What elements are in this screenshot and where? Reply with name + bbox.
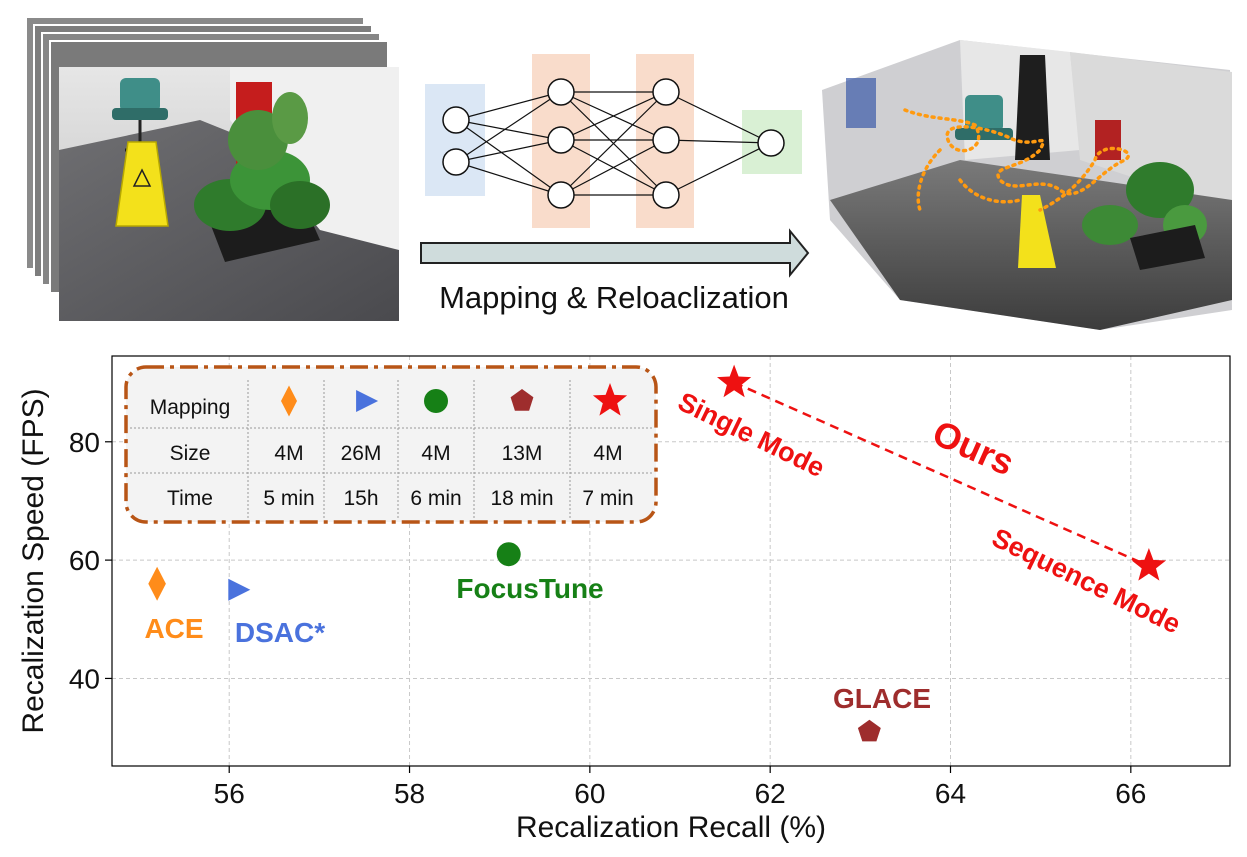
network-edge xyxy=(455,119,562,196)
marker-glace xyxy=(857,719,881,742)
network-edge xyxy=(455,91,562,121)
table-marker-triangle-right xyxy=(356,390,379,412)
y-tick-label: 40 xyxy=(69,663,100,694)
x-axis-ticks: 56 58 60 62 64 66 xyxy=(214,766,1146,809)
network-node xyxy=(547,181,575,209)
time-cell-ours: 7 min xyxy=(582,487,633,510)
y-tick-label: 60 xyxy=(69,545,100,576)
table-grid xyxy=(130,380,652,520)
cloud-plant xyxy=(1082,162,1207,270)
network-node xyxy=(652,181,680,209)
ours-connector-line xyxy=(733,381,1150,568)
time-cell-ace: 5 min xyxy=(263,487,314,510)
label-glace: GLACE xyxy=(833,683,931,714)
size-cell-focustune: 4M xyxy=(421,442,450,465)
pipeline-caption: Mapping & Reloaclization xyxy=(439,280,789,315)
y-axis-ticks: 40 60 80 xyxy=(69,427,112,694)
network-node xyxy=(442,148,470,176)
x-axis-label: Recalization Recall (%) xyxy=(516,811,826,844)
network-node xyxy=(757,129,785,157)
label-focustune: FocusTune xyxy=(456,573,603,604)
network-edge xyxy=(455,91,562,163)
time-cell-glace: 18 min xyxy=(490,487,553,510)
plot-frame xyxy=(111,355,1231,767)
network-edge xyxy=(665,91,772,144)
marker-dsac xyxy=(228,578,251,601)
marker-ace xyxy=(148,566,166,601)
network-edge xyxy=(560,91,667,141)
network-node xyxy=(652,126,680,154)
size-cell-ace: 4M xyxy=(274,442,303,465)
table-marker-star xyxy=(592,383,628,416)
label-dsac: DSAC* xyxy=(235,617,325,648)
scatter-plot: 56 58 60 62 64 66 40 60 80 Recalization Recall … xyxy=(17,355,1231,844)
table-markers xyxy=(281,383,628,417)
frame-front-photo xyxy=(59,67,399,321)
network-edge xyxy=(665,142,772,196)
marker-single-mode xyxy=(717,364,752,398)
marker-sequence-mode xyxy=(1131,548,1166,581)
pipeline-arrow xyxy=(420,228,810,278)
network-edge xyxy=(455,119,562,141)
network-edges xyxy=(455,91,772,196)
network-node xyxy=(547,126,575,154)
time-cell-focustune: 6 min xyxy=(410,487,461,510)
size-cell-dsac: 26M xyxy=(341,442,382,465)
network-diagram: Mapping & Reloaclization xyxy=(420,54,810,315)
network-edge xyxy=(455,139,562,163)
row-label-mapping: Mapping xyxy=(150,396,231,419)
x-tick-label: 64 xyxy=(935,778,966,809)
y-axis-label: Recalization Speed (FPS) xyxy=(17,388,50,733)
network-nodes xyxy=(442,78,785,209)
row-label-size: Size xyxy=(170,442,211,465)
marker-focustune xyxy=(496,542,521,567)
label-ace: ACE xyxy=(144,613,203,644)
caution-sign xyxy=(115,141,169,227)
data-points xyxy=(148,364,1166,742)
network-edge xyxy=(455,161,562,196)
size-cell-ours: 4M xyxy=(593,442,622,465)
network-edge xyxy=(560,91,667,196)
time-cell-dsac: 15h xyxy=(343,487,378,510)
y-tick-label: 80 xyxy=(69,427,100,458)
x-tick-label: 60 xyxy=(574,778,605,809)
size-cell-glace: 13M xyxy=(502,442,543,465)
network-node xyxy=(442,106,470,134)
x-tick-label: 58 xyxy=(394,778,425,809)
grid xyxy=(112,356,1230,766)
network-node xyxy=(547,78,575,106)
camera-trajectory xyxy=(903,108,1130,212)
x-tick-label: 62 xyxy=(755,778,786,809)
table-marker-diamond xyxy=(281,385,297,417)
table-marker-circle xyxy=(424,389,448,413)
cloud-caution-sign xyxy=(1018,195,1056,268)
label-single-mode: Single Mode xyxy=(673,386,829,483)
input-layer-box xyxy=(425,84,485,196)
network-node xyxy=(652,78,680,106)
row-label-time: Time xyxy=(167,487,213,510)
image-stack xyxy=(25,16,399,321)
x-tick-label: 66 xyxy=(1115,778,1146,809)
plant xyxy=(194,92,330,262)
network-edge xyxy=(560,139,667,196)
inset-table: Mapping Size Time 4M 26M 4M 13M 4M 5 min… xyxy=(124,365,658,524)
point-cloud-reconstruction xyxy=(822,40,1232,330)
table-marker-pentagon xyxy=(510,389,534,411)
cloud-chair xyxy=(955,95,1013,140)
label-sequence-mode: Sequence Mode xyxy=(987,522,1185,639)
x-tick-label: 56 xyxy=(214,778,245,809)
network-edge xyxy=(665,139,772,144)
